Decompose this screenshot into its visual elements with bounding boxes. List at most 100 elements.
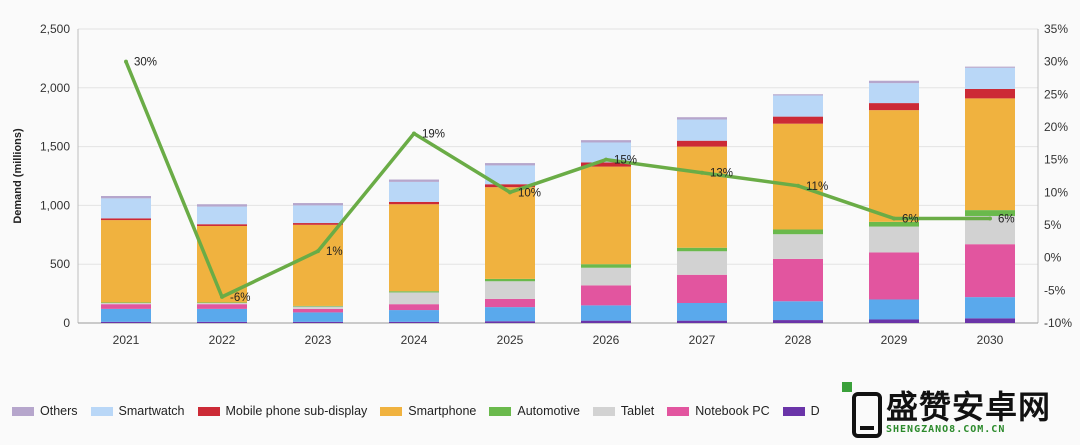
y-axis-title: Demand (millions) [12, 128, 24, 224]
legend-swatch [782, 406, 805, 416]
growth-label: 19% [422, 129, 445, 141]
legend-swatch [90, 406, 113, 416]
bar-segment [581, 162, 631, 167]
bar-segment [965, 98, 1015, 211]
legend-swatch [380, 406, 403, 416]
x-tick-label: 2026 [593, 333, 620, 347]
growth-point [700, 170, 704, 175]
legend-label: Automotive [517, 404, 580, 418]
y2-tick-label: 10% [1044, 185, 1068, 199]
y-tick-label: 1,500 [40, 140, 70, 154]
bar-segment [677, 140, 727, 147]
bar-segment [293, 305, 343, 307]
growth-line [124, 61, 990, 299]
growth-point [892, 216, 896, 221]
bar-segment [965, 88, 1015, 99]
bar-segment [197, 302, 247, 304]
bar-segment [101, 303, 151, 305]
growth-label: 6% [902, 213, 919, 225]
bar-segment [965, 244, 1015, 298]
x-tick-label: 2022 [209, 333, 236, 347]
bar-segment [581, 267, 631, 286]
growth-point [988, 216, 992, 221]
bar-segment [293, 306, 343, 309]
bar-segment [773, 95, 823, 117]
bar-segment [677, 119, 727, 141]
bar-segment [581, 140, 631, 143]
watermark: 盛赞安卓网 SHENGZANO8.COM.CN [836, 380, 1080, 440]
x-tick-label: 2021 [113, 333, 140, 347]
bar-segment [581, 305, 631, 321]
legend-swatch [197, 406, 220, 416]
legend-swatch [489, 406, 512, 416]
legend-swatch [592, 406, 615, 416]
legend-label: Mobile phone sub-display [225, 404, 368, 418]
legend-label: Tablet [620, 404, 655, 418]
bar-segment [293, 205, 343, 224]
legend-label: Smartwatch [118, 404, 185, 418]
bar-segment [581, 142, 631, 163]
growth-point [316, 249, 320, 254]
growth-label: 6% [998, 213, 1015, 225]
bar-segment [485, 307, 535, 322]
watermark-url: SHENGZANO8.COM.CN [886, 424, 1006, 435]
bar-segment [581, 166, 631, 265]
bar-segment [773, 123, 823, 230]
bar-segment [101, 195, 151, 199]
bar-segment [197, 308, 247, 322]
growth-point [124, 59, 128, 64]
growth-label: 1% [326, 246, 343, 258]
bar-segment [965, 215, 1015, 245]
bar-segment [101, 321, 151, 323]
bar-segment [197, 303, 247, 305]
bar-segment [677, 274, 727, 304]
legend-item: Smartwatch [90, 404, 185, 418]
y2-tick-label: 0% [1044, 251, 1062, 265]
bar-segment [869, 299, 919, 320]
bar-segment [677, 247, 727, 252]
bar-segment [101, 304, 151, 309]
bar-segment [389, 181, 439, 202]
growth-label: 10% [518, 187, 541, 199]
bar-segment [869, 252, 919, 300]
bar-segment [965, 318, 1015, 323]
legend-swatch [12, 406, 34, 416]
bar-segment [773, 94, 823, 96]
bar-segment [869, 103, 919, 111]
bar-segment [773, 258, 823, 302]
bar-segment [485, 163, 535, 166]
bar-segment [389, 310, 439, 322]
bar-segment [293, 203, 343, 206]
growth-point [604, 157, 608, 162]
growth-point [412, 131, 416, 136]
bar-segment [773, 301, 823, 321]
legend-label: Notebook PC [695, 404, 770, 418]
bar-segment [389, 204, 439, 292]
bar-segment [293, 312, 343, 322]
bar-segment [965, 66, 1015, 68]
y2-tick-label: 35% [1044, 22, 1068, 36]
bar-segment [101, 302, 151, 304]
x-tick-label: 2025 [497, 333, 524, 347]
y-tick-label: 2,500 [40, 22, 70, 36]
legend-label: Others [40, 404, 78, 418]
bar-segment [389, 291, 439, 293]
x-tick-label: 2024 [401, 333, 428, 347]
bar-segment [101, 198, 151, 219]
legend: Others Smartwatch Mobile phone sub-display… [12, 400, 833, 422]
y2-tick-label: -10% [1044, 316, 1072, 330]
bar-segment [677, 117, 727, 120]
watermark-text: 盛赞安卓网 [886, 388, 1052, 426]
legend-item: Smartphone [380, 404, 476, 418]
legend-item: Tablet [592, 404, 655, 418]
y2-tick-label: -5% [1044, 283, 1066, 297]
bar-segment [869, 83, 919, 104]
legend-swatch [667, 406, 690, 416]
growth-point [796, 183, 800, 188]
x-tick-label: 2029 [881, 333, 908, 347]
bar-segment [485, 321, 535, 323]
y-tick-label: 0 [63, 316, 70, 330]
bar-segment [869, 226, 919, 253]
bar-segment [773, 234, 823, 259]
